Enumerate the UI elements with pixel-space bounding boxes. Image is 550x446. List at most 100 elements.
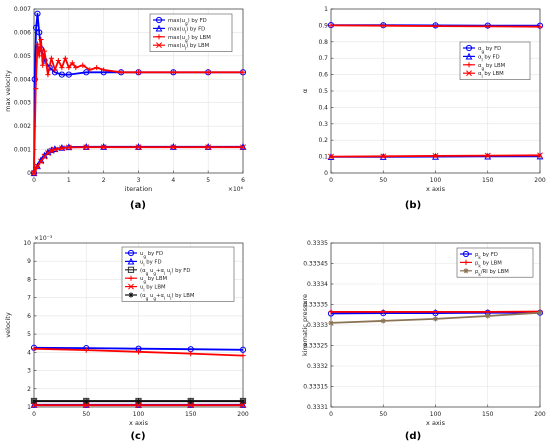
data-point xyxy=(87,67,93,73)
y-tick-label: 3 xyxy=(27,368,31,375)
data-point xyxy=(66,64,72,71)
x-tick-label: 100 xyxy=(430,411,442,418)
data-point xyxy=(31,76,38,83)
data-point xyxy=(135,349,142,355)
data-point xyxy=(83,347,89,353)
legend-swatch-marker xyxy=(156,34,162,40)
data-point xyxy=(328,309,334,315)
data-point xyxy=(38,158,44,165)
data-point xyxy=(34,10,41,17)
x-tick-label: 150 xyxy=(185,411,197,418)
y-tick-label: 0.3335 xyxy=(307,240,328,247)
data-point xyxy=(34,41,41,47)
legend-swatch-marker xyxy=(463,268,469,274)
data-point xyxy=(59,64,65,71)
data-point xyxy=(40,62,46,68)
y-tick-label: 0.3332 xyxy=(307,363,328,370)
data-point xyxy=(240,69,246,75)
data-point xyxy=(380,318,386,324)
legend-entry: max(ul) by FD xyxy=(168,26,205,34)
data-point xyxy=(205,69,211,75)
legend-entry: αl by FD xyxy=(478,54,500,62)
x-axis-label: x axis xyxy=(426,185,446,193)
data-point xyxy=(73,64,79,71)
data-point xyxy=(31,398,37,404)
legend-swatch-marker xyxy=(127,249,135,257)
y-tick-label: 0.33345 xyxy=(303,261,328,268)
data-point xyxy=(205,144,212,151)
legend-entry: αg by FD xyxy=(478,46,501,54)
y-tick-label: 0.1 xyxy=(318,154,328,161)
y-tick-label: 8 xyxy=(27,276,31,283)
data-point xyxy=(188,398,194,404)
data-point xyxy=(432,152,439,159)
data-point xyxy=(432,316,439,322)
y-tick-label: 0.3 xyxy=(318,121,328,128)
y-axis-label: kinematic pressure xyxy=(301,294,309,356)
legend-swatch-marker xyxy=(155,24,163,32)
y-multiplier: ×10⁻³ xyxy=(34,235,53,242)
data-point xyxy=(485,23,491,29)
y-tick-label: 10 xyxy=(23,240,31,247)
data-point xyxy=(380,23,386,29)
data-point xyxy=(58,71,65,78)
data-point xyxy=(380,309,386,315)
legend-entry: (αg ug+αl ul) by FD xyxy=(140,268,190,276)
caption-d: (d) xyxy=(405,431,421,442)
data-point xyxy=(240,353,246,359)
legend-swatch-marker xyxy=(466,62,472,68)
series-3 xyxy=(328,22,543,30)
data-point xyxy=(83,69,90,76)
data-point xyxy=(80,62,86,68)
legend-swatch-marker xyxy=(155,16,163,24)
data-point xyxy=(69,60,75,66)
chart-3: 0 50 100 150 200 1 2 3 4 5 6 7 8 9 10 x axis velocity ×10… xyxy=(4,235,249,427)
data-point xyxy=(328,22,334,28)
y-tick-label: 0.33335 xyxy=(303,302,328,309)
y-tick-label: 0.8 xyxy=(318,39,328,46)
data-point xyxy=(65,144,72,151)
data-point xyxy=(65,71,72,78)
y-tick-label: 0.004 xyxy=(14,76,31,83)
y-tick-label: 0 xyxy=(27,170,31,177)
y-tick-label: 0.006 xyxy=(14,29,31,36)
data-point xyxy=(240,402,246,409)
x-tick-label: 4 xyxy=(171,177,175,184)
x-tick-label: 6 xyxy=(241,177,245,184)
chart-2: 0 50 100 150 200 0 0.1 0.2 0.3 0.4 0.5 0.6 0.7 0.8 0.9… xyxy=(301,6,546,193)
y-tick-label: 2 xyxy=(27,386,31,393)
legend-swatch-marker xyxy=(127,266,135,273)
legend-swatch-marker xyxy=(465,52,473,60)
data-point xyxy=(83,398,89,404)
legend-swatch-marker xyxy=(127,257,135,265)
y-tick-label: 1 xyxy=(27,404,31,411)
y-tick-label: 0.3331 xyxy=(307,404,328,411)
x-tick-label: 200 xyxy=(237,411,249,418)
x-axis-label: x axis xyxy=(129,419,149,427)
data-point xyxy=(41,48,48,54)
data-point xyxy=(135,402,142,409)
y-tick-label: 0.9 xyxy=(318,22,328,29)
legend-swatch-marker xyxy=(128,275,134,281)
legend-swatch-marker xyxy=(156,42,162,49)
y-tick-label: 0.6 xyxy=(318,72,328,79)
x-multiplier: ×10⁶ xyxy=(228,186,244,193)
x-tick-label: 150 xyxy=(482,177,494,184)
legend-swatch-marker xyxy=(128,292,134,298)
legend-entry: max(ug) by LBM xyxy=(168,35,211,43)
legend-entry: max(ul) by LBM xyxy=(168,43,210,51)
series-line xyxy=(33,346,244,351)
data-point xyxy=(135,144,142,151)
y-tick-label: 7 xyxy=(27,295,31,302)
y-axis-label: max velocity xyxy=(4,70,12,112)
data-point xyxy=(33,86,39,92)
data-point xyxy=(484,152,491,159)
data-point xyxy=(135,398,142,404)
data-point xyxy=(52,67,58,73)
caption-c: (c) xyxy=(130,431,145,442)
data-point xyxy=(44,150,51,157)
y-tick-label: 0.007 xyxy=(14,6,31,13)
data-point xyxy=(432,23,439,29)
